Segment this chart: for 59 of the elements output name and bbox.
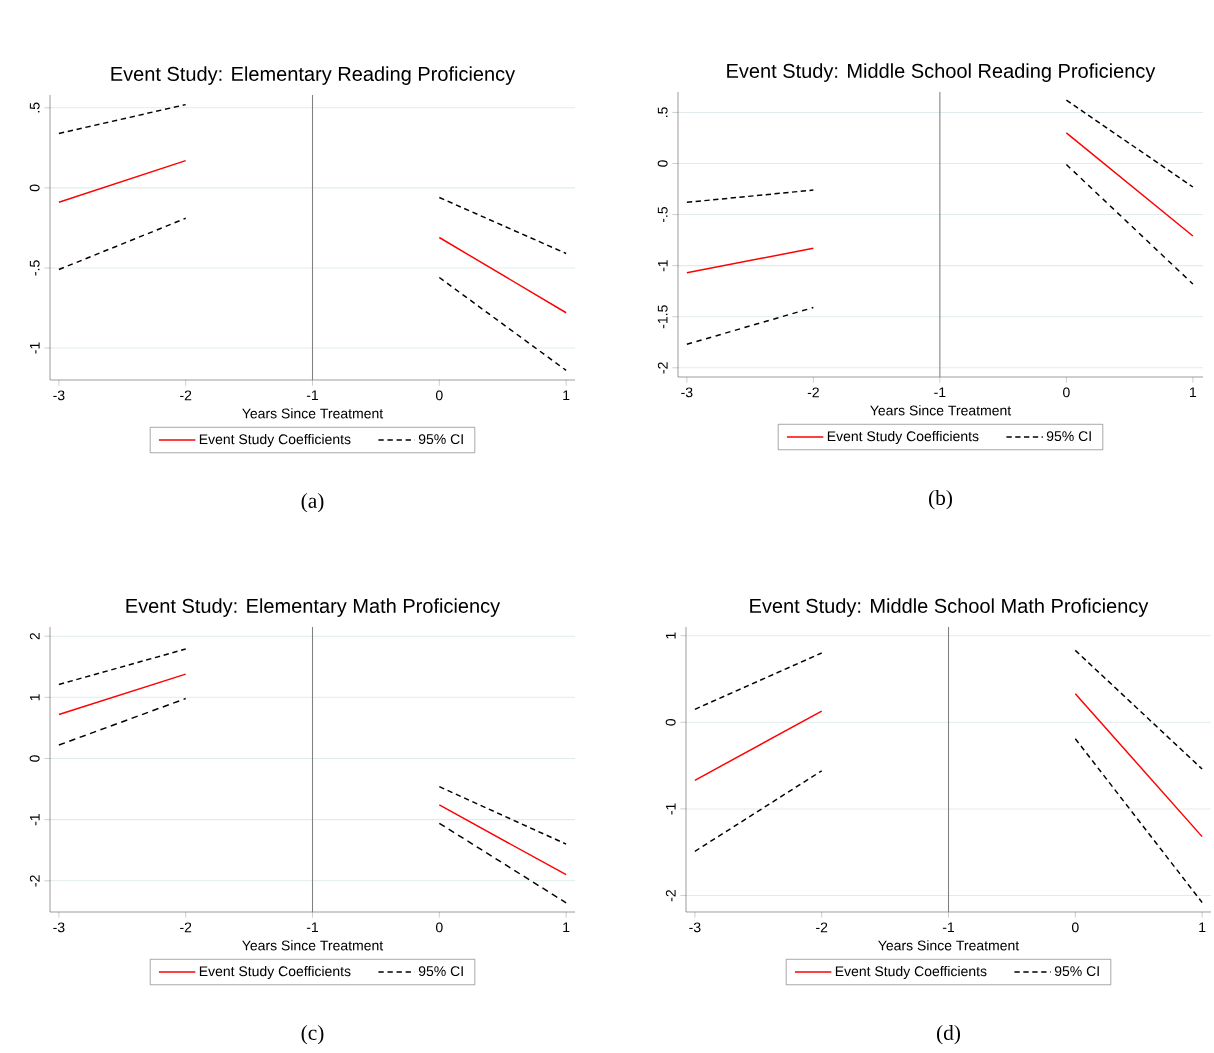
y-tick-label: -.5 [29, 260, 40, 276]
y-tick-label: 0 [657, 160, 668, 167]
chart-title: Event Study: Middle School Math Proficiency [750, 598, 1149, 617]
y-tick-label: 1 [665, 632, 676, 639]
text: (d) [937, 1024, 960, 1045]
x-tick-label: 0 [435, 390, 443, 401]
x-tick-label: -1 [942, 922, 955, 933]
x-tick-label: -3 [689, 922, 701, 933]
y-tick-label: -2 [665, 890, 676, 902]
x-tick-label: -3 [53, 390, 65, 401]
legend-label: 95% CI [418, 966, 463, 977]
y-tick-label: 1 [29, 694, 40, 701]
legend-label: 95% CI [418, 434, 463, 445]
y-tick-label: -1 [657, 260, 668, 272]
y-tick-label: -2 [657, 362, 668, 374]
y-tick-label: .5 [29, 102, 40, 113]
x-tick-label: 0 [435, 922, 443, 933]
x-tick-label: 1 [563, 390, 570, 401]
x-axis-title: Years Since Treatment [242, 940, 384, 951]
y-tick-label: 2 [29, 633, 40, 640]
x-tick-label: -2 [180, 922, 192, 933]
x-tick-label: -3 [53, 922, 65, 933]
x-tick-label: -1 [934, 387, 946, 398]
x-axis-title: Years Since Treatment [242, 408, 384, 419]
y-tick-label: -1 [29, 342, 40, 354]
x-tick-label: 1 [563, 922, 570, 933]
y-tick-label: .5 [657, 107, 668, 117]
x-tick-label: -2 [807, 387, 819, 398]
legend-label: 95% CI [1046, 431, 1091, 442]
y-tick-label: 0 [29, 755, 40, 762]
x-tick-label: 0 [1063, 387, 1070, 398]
y-tick-label: -.5 [657, 207, 668, 223]
y-tick-label: -1.5 [657, 305, 668, 329]
x-tick-label: -2 [816, 922, 828, 933]
x-tick-label: 1 [1190, 387, 1197, 398]
y-tick-label: 0 [665, 718, 676, 726]
x-axis-title: Years Since Treatment [878, 940, 1020, 951]
legend-label: Event Study Coefficients [199, 965, 351, 980]
y-tick-label: 0 [29, 184, 40, 192]
y-tick-label: -1 [29, 814, 40, 826]
y-tick-label: -1 [665, 803, 676, 815]
legend-label: Event Study Coefficients [199, 433, 351, 448]
x-tick-label: -1 [306, 922, 319, 933]
text: (c) [301, 1024, 324, 1045]
legend-label: Event Study Coefficients [827, 430, 979, 445]
text: (b) [929, 489, 953, 510]
x-tick-label: -1 [306, 390, 319, 401]
x-tick-label: 0 [1071, 922, 1079, 933]
legend-label: 95% CI [1054, 966, 1099, 977]
text: (a) [301, 492, 324, 513]
x-tick-label: 1 [1199, 922, 1206, 933]
x-tick-label: -3 [681, 387, 693, 398]
chart-title: Event Study: Middle School Reading Proficiency [727, 63, 1156, 82]
chart-title: Event Study: Elementary Math Proficiency [126, 598, 501, 617]
chart-title: Event Study: Elementary Reading Proficiency [111, 66, 516, 85]
y-tick-label: -2 [29, 875, 40, 887]
x-tick-label: -2 [180, 390, 192, 401]
x-axis-title: Years Since Treatment [870, 405, 1012, 416]
legend-label: Event Study Coefficients [835, 965, 987, 979]
